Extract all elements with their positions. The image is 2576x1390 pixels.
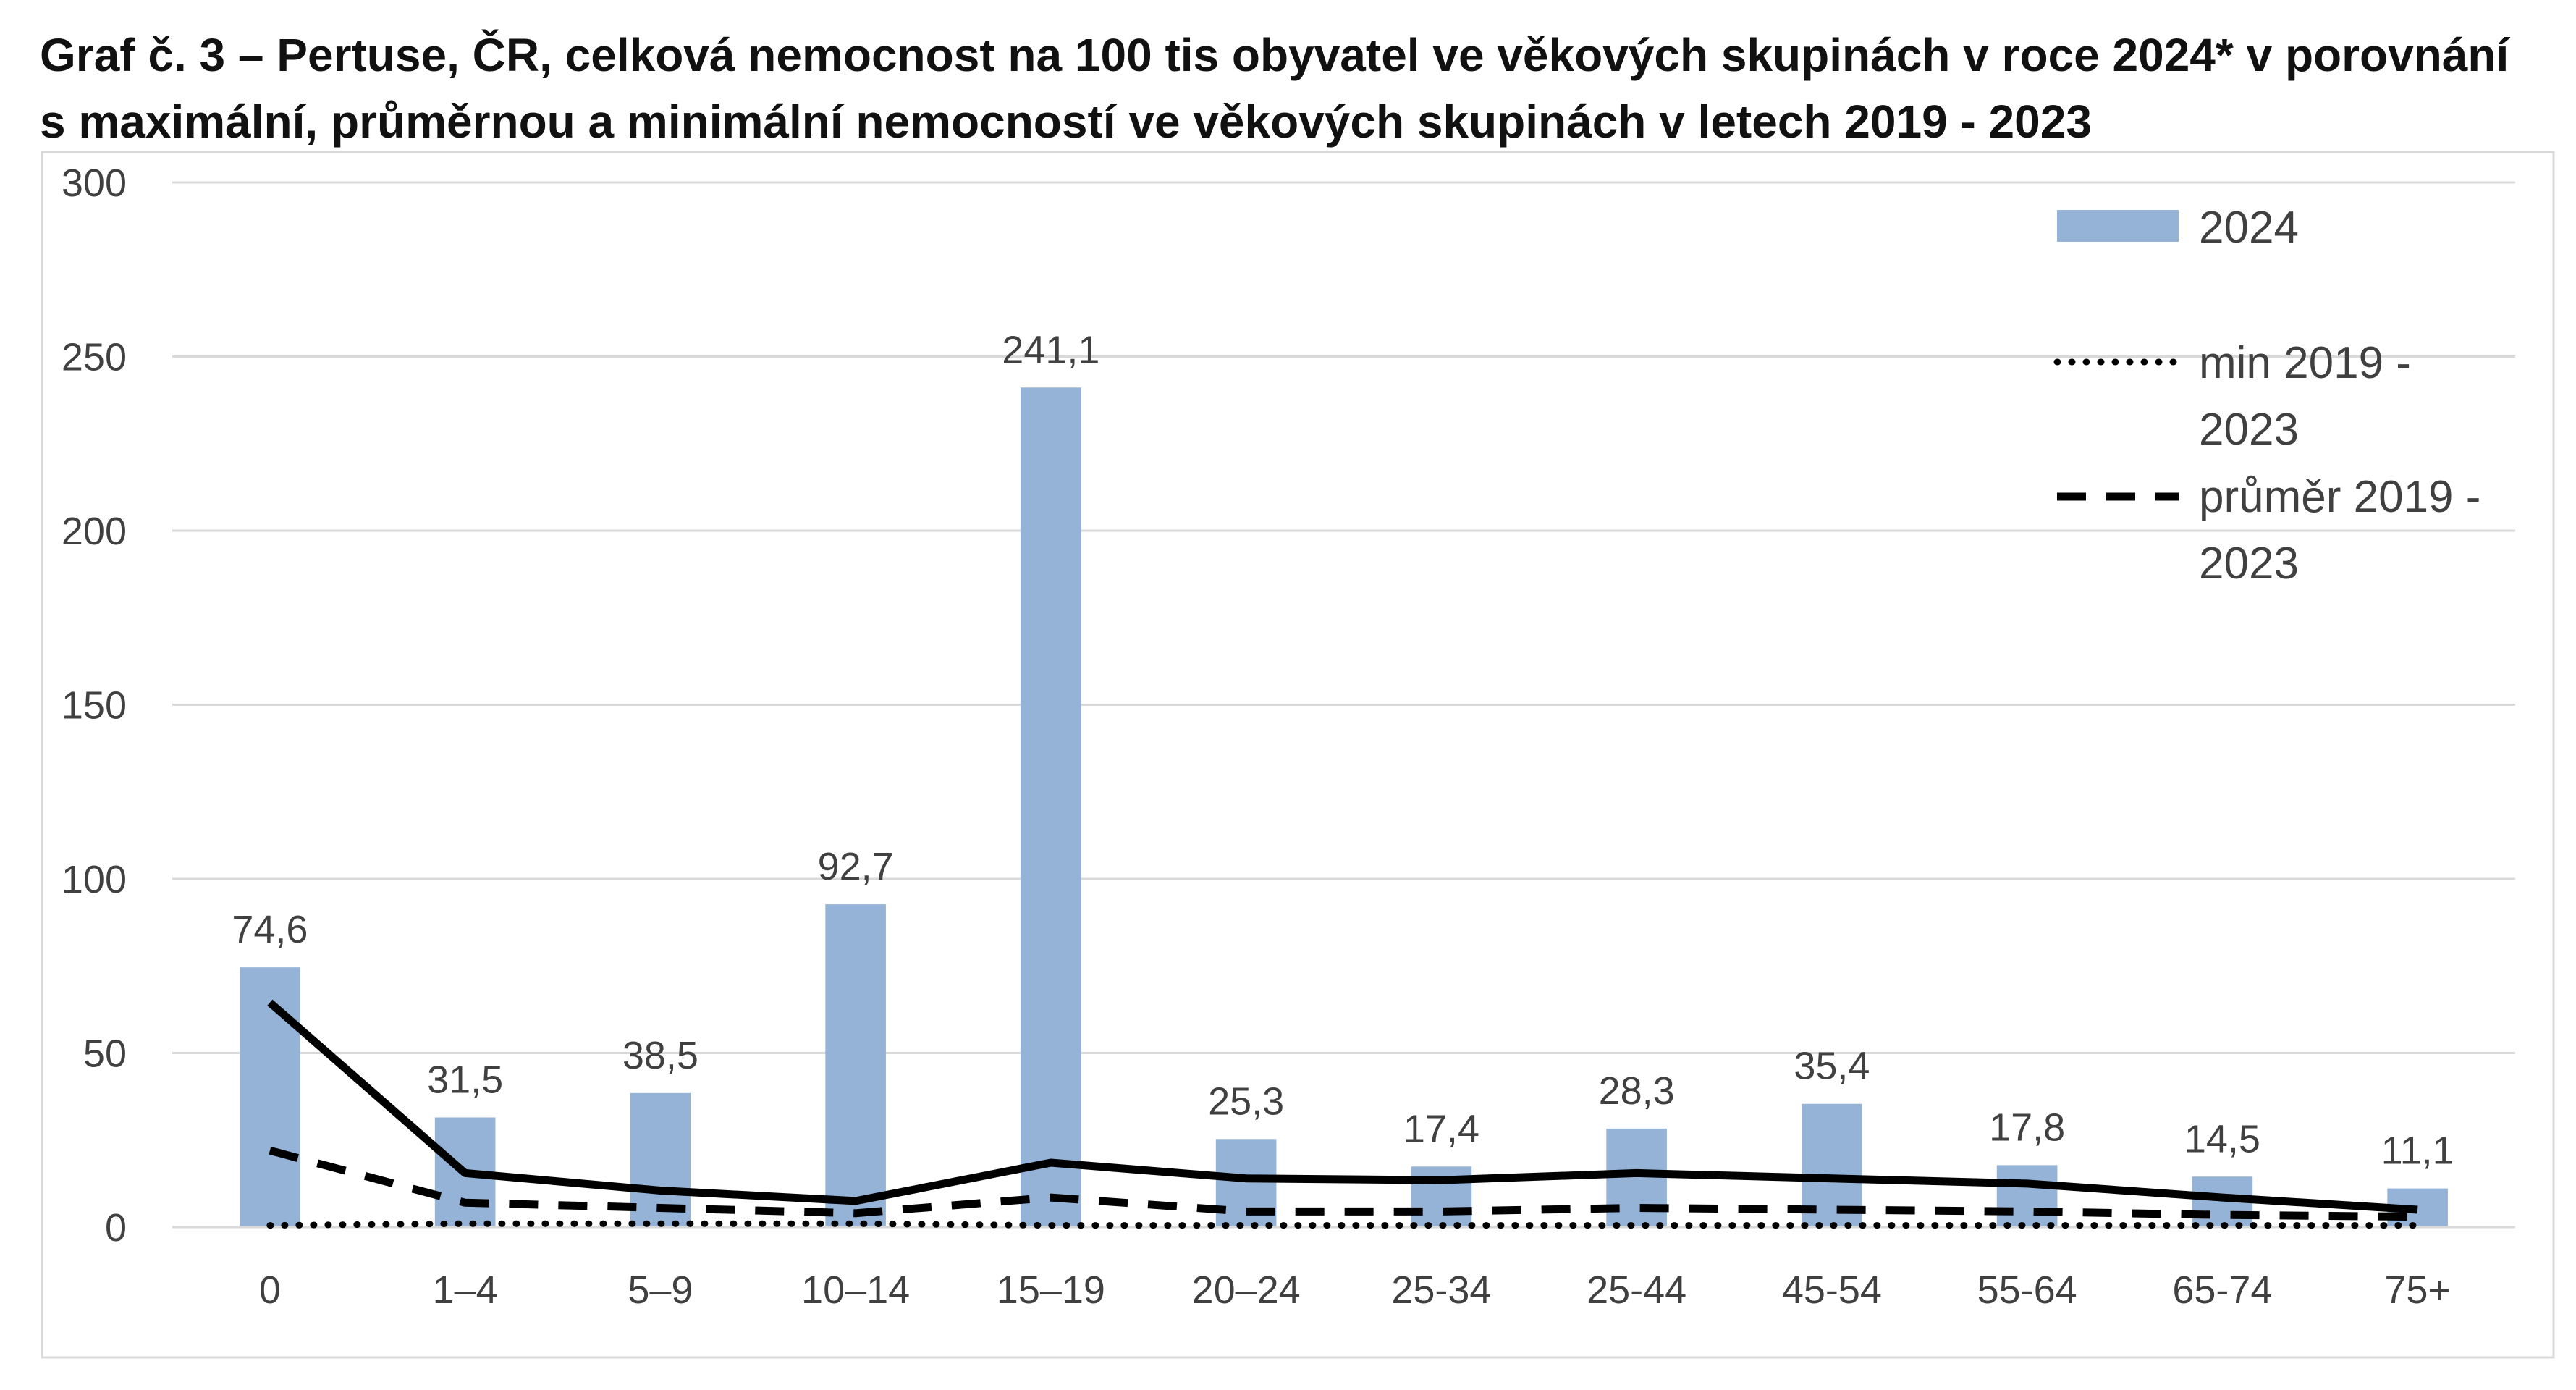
chart-frame (41, 151, 2555, 1359)
data-label: 14,5 (2184, 1117, 2260, 1161)
data-label: 35,4 (1794, 1045, 1870, 1088)
gridlines (172, 181, 2515, 1054)
legend-label-mean: průměr 2019 - (2199, 472, 2480, 522)
x-tick-label: 1–4 (433, 1268, 498, 1312)
chart-title: Graf č. 3 – Pertuse, ČR, celková nemocno… (40, 22, 2544, 155)
data-label: 31,5 (427, 1058, 503, 1101)
x-tick-label: 25-34 (1391, 1268, 1491, 1312)
x-tick-label: 10–14 (801, 1268, 910, 1312)
y-tick-label: 300 (62, 161, 127, 205)
chart-title-line-1: Graf č. 3 – Pertuse, ČR, celková nemocno… (40, 29, 2509, 81)
y-tick-label: 150 (62, 684, 127, 728)
x-tick-label: 65-74 (2172, 1268, 2272, 1312)
x-tick-label: 45-54 (1782, 1268, 1882, 1312)
data-labels: 74,6 31,5 38,5 92,7 241,1 25,3 17,4 28,3 35,4 17,… (232, 328, 2454, 1172)
y-tick-label: 250 (62, 336, 127, 379)
bar-4 (1021, 387, 1081, 1227)
x-tick-label: 15–19 (997, 1268, 1105, 1312)
data-label: 74,6 (232, 908, 308, 951)
data-label: 11,1 (2381, 1129, 2454, 1173)
x-tick-label: 5–9 (628, 1268, 693, 1312)
legend-label-min: min 2019 - (2199, 338, 2411, 388)
legend-swatch-2024 (2057, 210, 2179, 242)
y-tick-label: 50 (83, 1032, 127, 1076)
data-label: 241,1 (1002, 328, 1099, 371)
data-label: 25,3 (1208, 1079, 1284, 1123)
x-tick-label: 0 (259, 1268, 281, 1312)
y-tick-label: 100 (62, 858, 127, 901)
x-tick-label: 55-64 (1977, 1268, 2077, 1312)
x-tick-label: 20–24 (1192, 1268, 1301, 1312)
data-label: 17,4 (1403, 1107, 1479, 1150)
mean-line (269, 1146, 2418, 1221)
bars-2024 (240, 387, 2448, 1227)
bar-0 (240, 967, 300, 1227)
legend-label-mean: 2023 (2199, 539, 2299, 589)
chart-title-line-2: s maximální, průměrnou a minimální nemoc… (40, 96, 2092, 148)
legend-label-2024: 2024 (2199, 203, 2299, 253)
max-line (267, 999, 2418, 1214)
legend: 2024 min 2019 - 2023 průměr 2019 - 2023 (2053, 203, 2480, 589)
data-label: 92,7 (818, 845, 894, 888)
data-label: 38,5 (622, 1034, 698, 1077)
data-label: 17,8 (1989, 1105, 2065, 1149)
y-tick-label: 200 (62, 510, 127, 553)
y-axis-ticks: 0 50 100 150 200 250 300 (62, 161, 127, 1250)
y-tick-label: 0 (105, 1206, 127, 1250)
bar-3 (825, 904, 886, 1227)
bar-9 (1996, 1165, 2058, 1227)
line-series (266, 999, 2421, 1229)
legend-label-min: 2023 (2199, 405, 2299, 455)
min-line (266, 1220, 2421, 1229)
x-tick-label: 25-44 (1587, 1268, 1686, 1312)
x-tick-label: 75+ (2384, 1268, 2451, 1312)
data-label: 28,3 (1599, 1069, 1675, 1113)
x-axis-ticks: 0 1–4 5–9 10–14 15–19 20–24 25-34 25-44 45-54 55-… (259, 1268, 2451, 1312)
